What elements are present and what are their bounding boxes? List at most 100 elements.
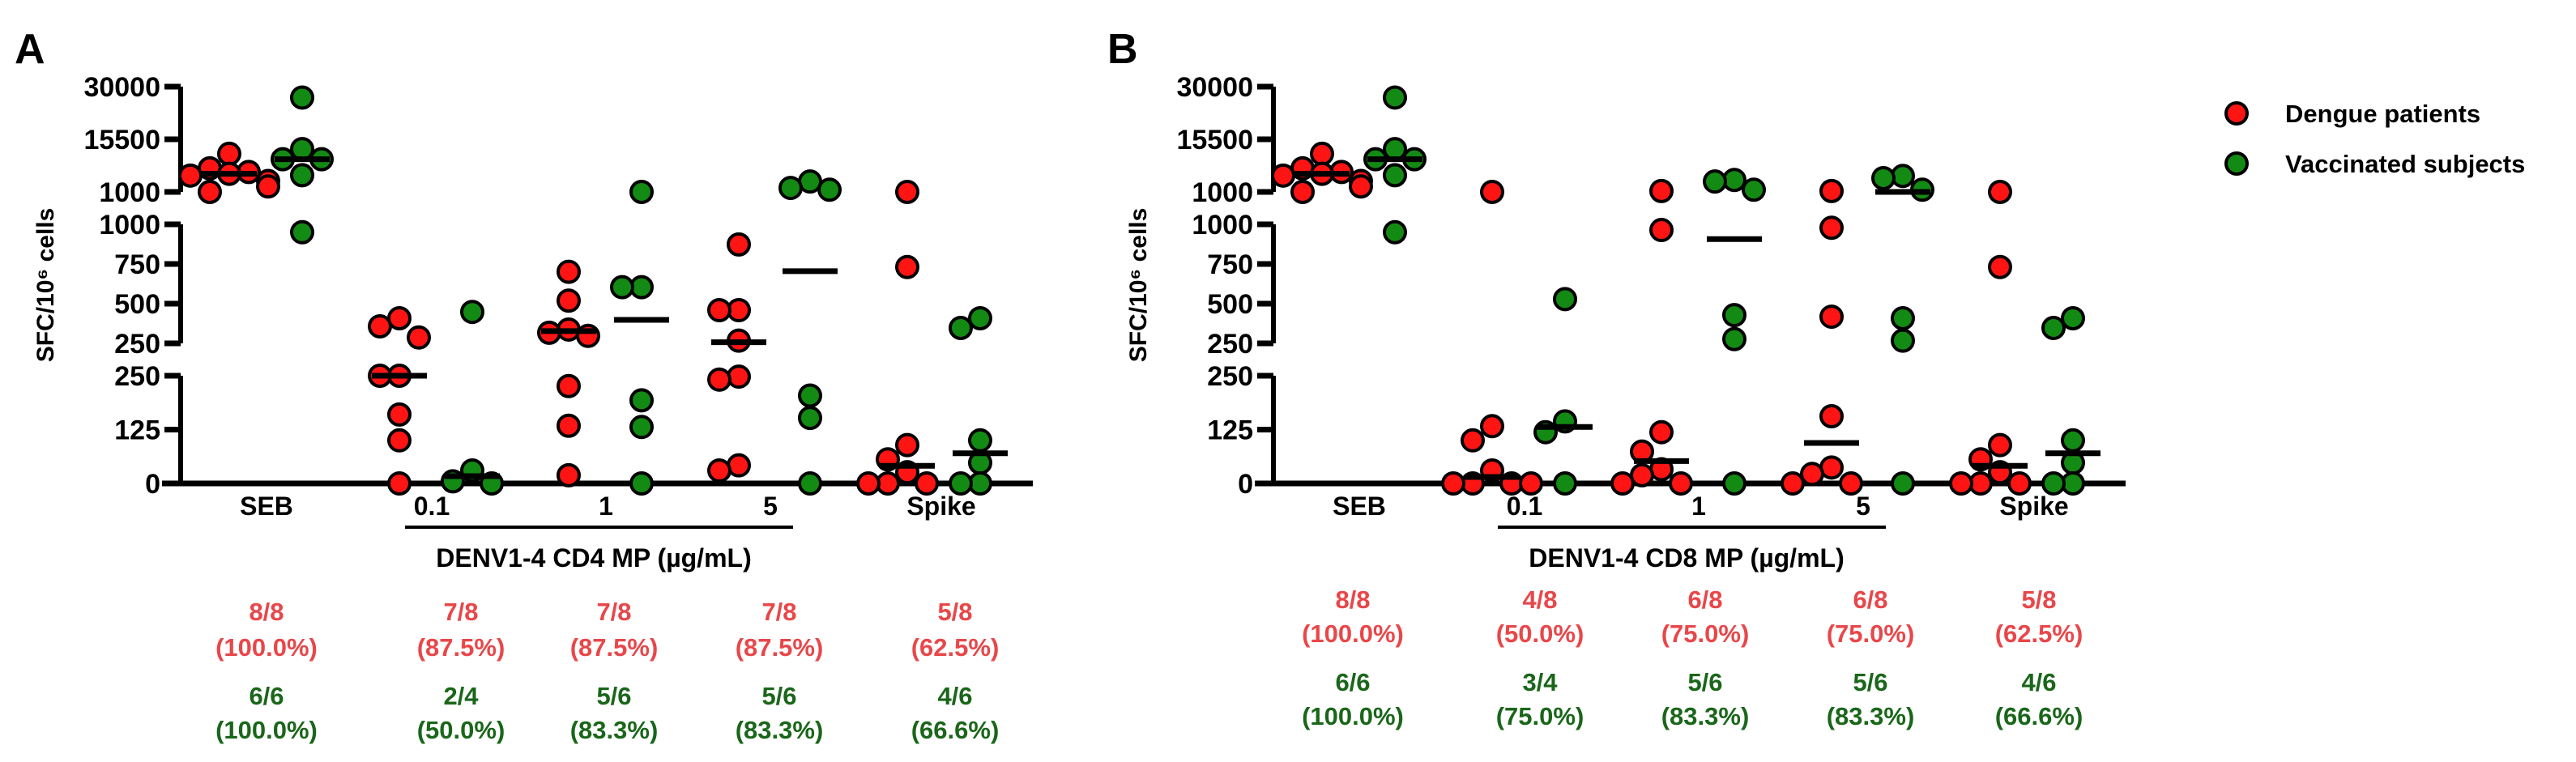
y-tick-label: 15500 bbox=[1176, 125, 1253, 155]
vaccinated-responder-fraction: 5/6 bbox=[761, 682, 796, 710]
data-point bbox=[1383, 85, 1407, 110]
data-point bbox=[1800, 462, 1824, 487]
data-point bbox=[557, 413, 581, 438]
data-point bbox=[610, 275, 634, 300]
y-tick-label: 125 bbox=[114, 415, 160, 446]
data-point bbox=[1742, 177, 1766, 202]
y-tick-label: 250 bbox=[114, 329, 160, 360]
data-point bbox=[707, 458, 731, 483]
vaccinated-responder-percent: (100.0%) bbox=[215, 716, 318, 744]
data-point bbox=[387, 428, 412, 453]
vaccinated-responder-fraction: 6/6 bbox=[1335, 668, 1370, 696]
x-category-label: SEB bbox=[1333, 492, 1386, 521]
vaccinated-responder-percent: (100.0%) bbox=[1302, 702, 1404, 730]
series-vaccinated bbox=[1363, 85, 2100, 496]
data-point bbox=[1781, 471, 1805, 496]
data-point bbox=[1819, 215, 1844, 241]
data-point bbox=[1349, 174, 1373, 199]
data-point bbox=[968, 306, 992, 331]
data-point bbox=[1722, 303, 1746, 328]
y-tick-label: 250 bbox=[1207, 329, 1253, 360]
data-point bbox=[949, 315, 973, 340]
dengue-responder-fraction: 6/8 bbox=[1687, 585, 1722, 614]
y-tick-label: 250 bbox=[114, 361, 160, 392]
data-point bbox=[1383, 219, 1407, 245]
data-point bbox=[798, 471, 822, 496]
dengue-responder-percent: (62.5%) bbox=[1995, 619, 2083, 648]
data-point bbox=[557, 288, 581, 313]
data-point bbox=[387, 471, 412, 496]
vaccinated-responder-fraction: 4/6 bbox=[2021, 668, 2056, 696]
data-point bbox=[1949, 471, 1973, 496]
dengue-responder-fraction: 7/8 bbox=[443, 598, 478, 626]
data-point bbox=[407, 325, 431, 350]
data-point bbox=[778, 176, 803, 201]
data-point bbox=[895, 254, 919, 279]
data-point bbox=[290, 163, 314, 188]
data-point bbox=[1553, 287, 1577, 312]
data-point bbox=[1519, 471, 1543, 496]
y-tick-label: 30000 bbox=[83, 72, 160, 103]
data-point bbox=[1649, 419, 1674, 445]
group-label: DENV1-4 CD8 MP (µg/mL) bbox=[1529, 543, 1844, 573]
data-point bbox=[1441, 471, 1465, 496]
series-dengue bbox=[1271, 141, 2032, 496]
data-point bbox=[949, 471, 973, 496]
data-point bbox=[557, 462, 581, 487]
vaccinated-responder-percent: (66.6%) bbox=[1995, 702, 2083, 730]
dengue-responder-percent: (87.5%) bbox=[736, 633, 824, 662]
data-point bbox=[1480, 180, 1504, 204]
dengue-responder-percent: (100.0%) bbox=[215, 633, 318, 662]
vaccinated-responder-percent: (83.3%) bbox=[1827, 702, 1915, 730]
series-dengue bbox=[178, 141, 939, 496]
x-category-label: 5 bbox=[763, 492, 778, 521]
y-tick-label: 750 bbox=[1207, 249, 1253, 280]
data-point bbox=[2061, 428, 2085, 453]
y-tick-label: 1000 bbox=[1192, 210, 1253, 241]
dengue-responder-fraction: 8/8 bbox=[249, 598, 284, 626]
data-point bbox=[1480, 414, 1504, 439]
data-point bbox=[1553, 471, 1577, 496]
data-point bbox=[557, 259, 581, 284]
data-point bbox=[198, 180, 222, 204]
dengue-responder-fraction: 4/8 bbox=[1522, 585, 1557, 614]
data-point bbox=[557, 373, 581, 398]
x-category-label: 5 bbox=[1856, 492, 1870, 521]
data-point bbox=[968, 428, 992, 453]
data-point bbox=[1871, 165, 1896, 190]
y-tick-label: 1000 bbox=[1192, 177, 1253, 208]
data-point bbox=[1819, 304, 1844, 330]
data-point bbox=[1988, 180, 2012, 204]
series-vaccinated bbox=[271, 85, 1008, 496]
data-point bbox=[1383, 163, 1407, 188]
data-point bbox=[1310, 141, 1334, 166]
data-point bbox=[2041, 471, 2066, 496]
data-point bbox=[798, 406, 822, 431]
vaccinated-responder-fraction: 5/6 bbox=[1687, 668, 1722, 696]
data-point bbox=[895, 180, 919, 204]
y-axis-label: SFC/10⁶ cells bbox=[32, 208, 59, 363]
panel-letter: A bbox=[15, 26, 45, 73]
data-point bbox=[856, 471, 881, 496]
data-point bbox=[1722, 326, 1746, 351]
data-point bbox=[1891, 164, 1915, 189]
data-point bbox=[895, 432, 919, 458]
data-point bbox=[290, 219, 314, 245]
data-point bbox=[1461, 428, 1485, 453]
y-tick-label: 125 bbox=[1207, 415, 1253, 446]
dengue-responder-fraction: 8/8 bbox=[1335, 585, 1370, 614]
x-category-label: Spike bbox=[1999, 492, 2068, 521]
legend-vaccinated-label: Vaccinated subjects bbox=[2285, 150, 2525, 178]
data-point bbox=[817, 177, 842, 202]
data-point bbox=[1891, 306, 1915, 331]
data-point bbox=[1271, 163, 1295, 188]
y-tick-label: 250 bbox=[1207, 361, 1253, 392]
group-label: DENV1-4 CD4 MP (µg/mL) bbox=[436, 543, 751, 573]
x-category-label: 0.1 bbox=[414, 492, 450, 521]
x-category-label: Spike bbox=[906, 492, 975, 521]
data-point bbox=[1819, 404, 1844, 429]
vaccinated-responder-fraction: 3/4 bbox=[1522, 668, 1558, 696]
y-tick-label: 0 bbox=[145, 469, 160, 500]
